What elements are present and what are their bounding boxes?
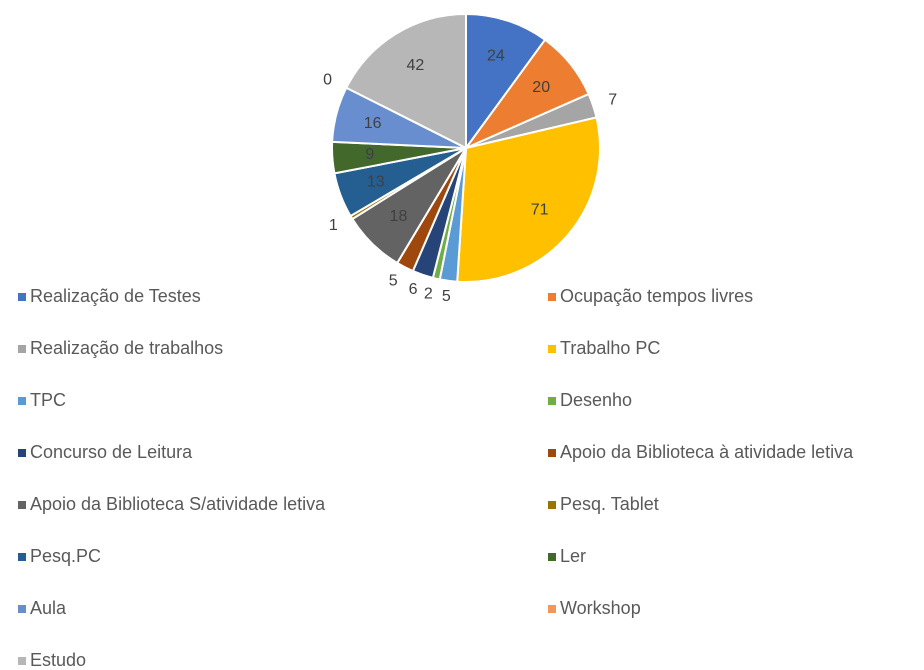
data-label: 2 <box>424 285 433 302</box>
data-label: 42 <box>407 57 425 74</box>
legend-label: Realização de trabalhos <box>30 338 223 358</box>
data-label: 20 <box>532 79 550 96</box>
data-label: 18 <box>390 208 408 225</box>
data-label: 9 <box>365 146 374 163</box>
data-label: 13 <box>367 173 385 190</box>
data-label: 1 <box>329 217 338 234</box>
legend-marker <box>18 397 26 405</box>
data-label: 71 <box>531 202 549 219</box>
data-label: 0 <box>323 72 332 89</box>
legend-marker <box>548 605 556 613</box>
legend-marker <box>18 449 26 457</box>
legend-marker <box>548 449 556 457</box>
pie-slice <box>344 12 467 150</box>
legend-label: Concurso de Leitura <box>30 442 193 462</box>
legend-label: Ler <box>560 546 586 566</box>
legend-label: Apoio da Biblioteca à atividade letiva <box>560 442 854 462</box>
legend-marker <box>18 345 26 353</box>
pie-slice <box>465 12 547 152</box>
data-label: 24 <box>487 48 505 65</box>
legend-marker <box>18 501 26 509</box>
legend-label: Estudo <box>30 650 86 670</box>
legend-label: Apoio da Biblioteca S/atividade letiva <box>30 494 326 514</box>
legend-marker <box>18 293 26 301</box>
legend-marker <box>548 397 556 405</box>
legend-label: Pesq.PC <box>30 546 101 566</box>
legend-label: Realização de Testes <box>30 286 201 306</box>
data-label: 16 <box>364 115 382 132</box>
data-label: 6 <box>409 281 418 298</box>
legend-label: Desenho <box>560 390 632 410</box>
data-label: 5 <box>389 273 398 290</box>
legend-marker <box>18 553 26 561</box>
legend-marker <box>18 605 26 613</box>
legend-label: Workshop <box>560 598 641 618</box>
legend-label: TPC <box>30 390 66 410</box>
legend-marker <box>548 293 556 301</box>
legend-label: Trabalho PC <box>560 338 660 358</box>
data-label: 5 <box>442 288 451 305</box>
legend-marker <box>548 501 556 509</box>
legend-marker <box>548 553 556 561</box>
pie-slice <box>456 116 601 283</box>
legend-marker <box>18 657 26 665</box>
legend-label: Aula <box>30 598 67 618</box>
data-label: 7 <box>608 92 617 109</box>
legend-marker <box>548 345 556 353</box>
legend-label: Ocupação tempos livres <box>560 286 753 306</box>
legend-label: Pesq. Tablet <box>560 494 659 514</box>
